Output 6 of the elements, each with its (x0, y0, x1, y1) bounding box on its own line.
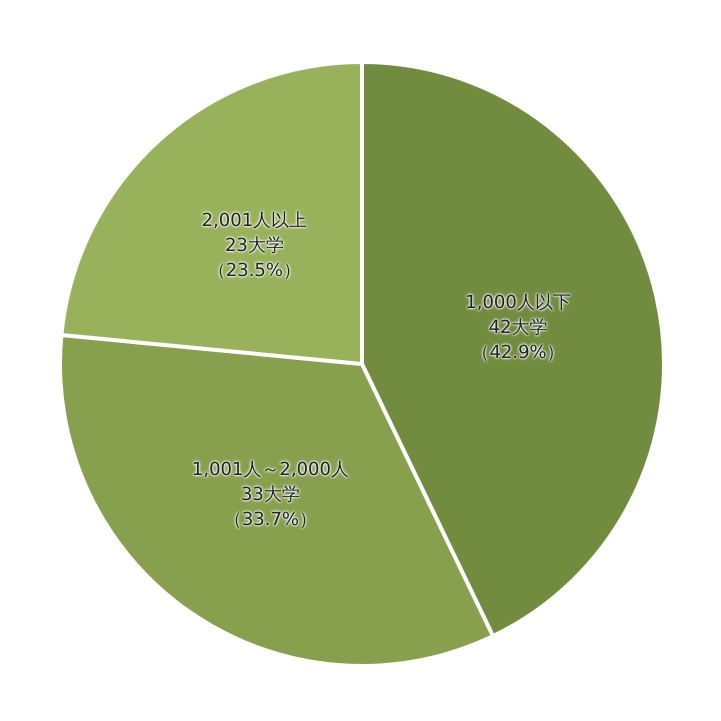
slice-label: 2,001人以上 (200, 208, 308, 232)
data-label: 23大学（23.5%） (206, 234, 302, 282)
data-label: 33大学（33.7%） (222, 483, 318, 532)
slice-label: 1,000人以下 (464, 291, 572, 316)
slice-label: 1,001人～2,000人 (190, 458, 350, 482)
data-label: 42大学（42.9%） (470, 316, 566, 366)
